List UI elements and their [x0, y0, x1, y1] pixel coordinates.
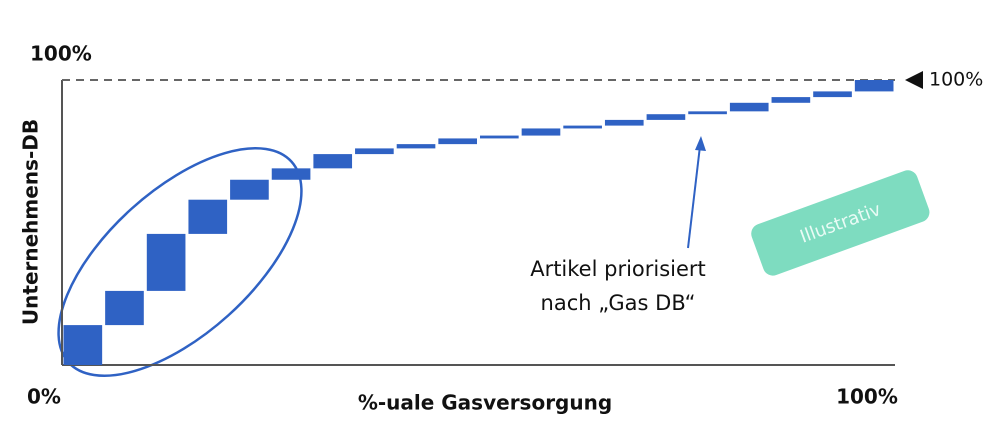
bar — [355, 148, 394, 155]
bar — [480, 135, 519, 139]
bar — [646, 114, 686, 120]
y-tick-label: 100% — [30, 42, 92, 66]
bar — [146, 233, 186, 291]
bar — [63, 325, 103, 365]
bar — [521, 128, 561, 136]
y-axis-label: Unternehmens-DB — [19, 119, 43, 325]
bar — [230, 179, 269, 200]
bar — [313, 154, 353, 169]
reference-marker — [905, 71, 923, 89]
bar — [188, 199, 228, 234]
x-tick-label: 100% — [836, 385, 898, 409]
bar — [438, 138, 477, 145]
x-axis-label: %-uale Gasversorgung — [358, 391, 612, 415]
bar — [105, 290, 144, 326]
bar — [396, 144, 436, 149]
annotation-line: nach „Gas DB“ — [541, 291, 696, 315]
bar — [771, 97, 811, 103]
annotation-arrow — [687, 145, 701, 249]
stamp-box — [751, 170, 930, 276]
bar — [854, 80, 894, 92]
arrow-head — [695, 136, 706, 151]
x-tick-label: 0% — [27, 385, 61, 409]
reference-label: 100% — [929, 69, 983, 91]
stamp: Illustrativ — [751, 170, 930, 276]
bar — [271, 168, 311, 180]
bar — [563, 125, 602, 129]
bar — [688, 111, 727, 115]
bar — [604, 119, 644, 126]
annotation-line: Artikel priorisiert — [530, 257, 706, 281]
bar — [813, 91, 852, 98]
bar — [729, 102, 769, 112]
